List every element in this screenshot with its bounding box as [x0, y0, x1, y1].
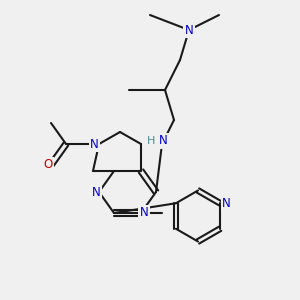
Text: O: O: [44, 158, 52, 172]
Text: N: N: [184, 23, 194, 37]
Text: N: N: [159, 134, 168, 148]
Text: H: H: [147, 136, 156, 146]
Text: N: N: [90, 137, 99, 151]
Text: N: N: [140, 206, 148, 220]
Text: N: N: [92, 185, 100, 199]
Text: N: N: [222, 197, 230, 210]
